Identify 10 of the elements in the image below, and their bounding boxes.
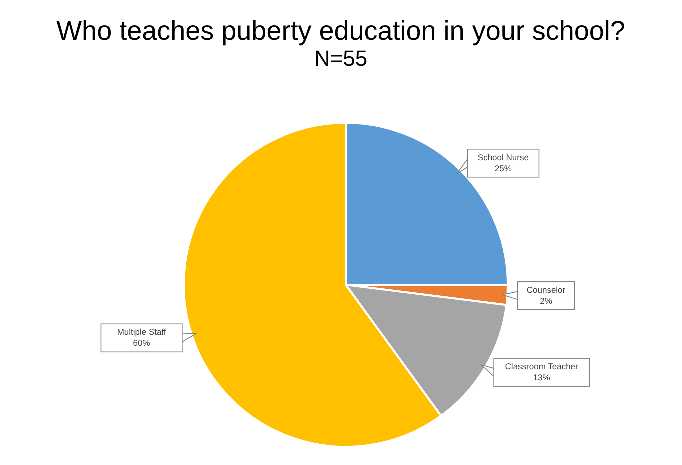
slice-label: School Nurse — [478, 152, 530, 162]
slice-label: Classroom Teacher — [505, 362, 579, 372]
data-label: 13% — [533, 372, 551, 383]
chart-title: Who teaches puberty education in your school? — [56, 16, 626, 46]
data-label: 60% — [133, 338, 151, 348]
slice-label: Counselor — [526, 284, 566, 295]
slice-label: Multiple Staff — [117, 327, 167, 338]
data-label: 2% — [540, 296, 553, 306]
data-label: 25% — [494, 163, 512, 174]
chart-subtitle: N=55 — [313, 46, 369, 72]
